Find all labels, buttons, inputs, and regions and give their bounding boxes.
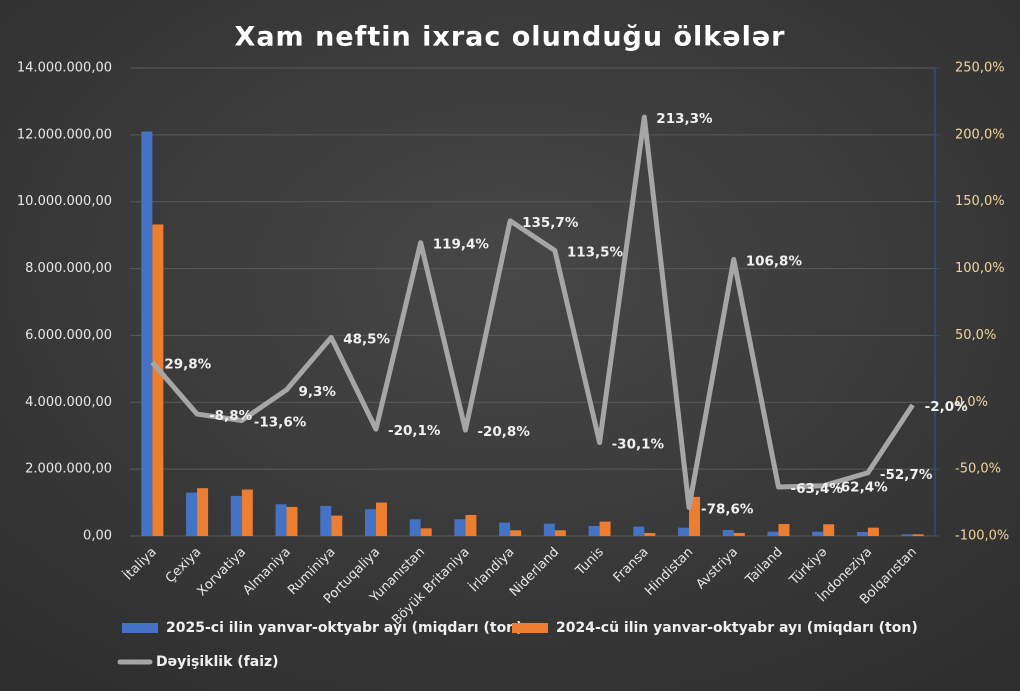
- bar: [186, 492, 198, 536]
- data-label: 113,5%: [567, 245, 624, 261]
- data-label: -20,8%: [477, 424, 530, 440]
- bar: [767, 531, 779, 536]
- bar: [733, 532, 745, 536]
- bar: [722, 529, 734, 536]
- data-label: 106,8%: [746, 253, 803, 269]
- y-tick-label: 14.000.000,00: [17, 61, 112, 76]
- bar: [420, 528, 432, 536]
- bar: [689, 496, 701, 536]
- legend-label: 2025-ci ilin yanvar-oktyabr ayı (miqdarı…: [166, 620, 523, 636]
- bar: [197, 488, 209, 536]
- y2-tick-label: 250,0%: [955, 61, 1005, 76]
- data-label: -2,0%: [925, 399, 969, 415]
- data-label: 213,3%: [656, 111, 713, 127]
- bar: [331, 515, 343, 536]
- bar: [152, 224, 164, 536]
- y2-tick-label: -50,0%: [955, 462, 1001, 477]
- chart-title: Xam neftin ixrac olunduğu ölkələr: [235, 22, 786, 53]
- y-tick-label: 4.000.000,00: [25, 395, 112, 410]
- bar: [275, 504, 287, 536]
- data-label: -20,1%: [388, 423, 441, 439]
- bar: [678, 527, 690, 536]
- bar: [510, 530, 522, 536]
- bar: [644, 532, 656, 536]
- bar: [454, 519, 466, 536]
- y2-tick-label: 0,0%: [955, 395, 988, 410]
- bar: [409, 519, 421, 536]
- data-label: -8,8%: [209, 408, 253, 424]
- y2-tick-label: 50,0%: [955, 328, 996, 343]
- y2-tick-label: 150,0%: [955, 194, 1005, 209]
- bar: [633, 526, 645, 536]
- bar: [465, 514, 477, 536]
- y-tick-label: 0,00: [83, 529, 112, 544]
- bar: [778, 523, 790, 536]
- data-label: -62,4%: [835, 480, 888, 496]
- bar: [823, 524, 835, 536]
- bar: [141, 131, 153, 536]
- data-label: 9,3%: [299, 384, 337, 400]
- y-tick-label: 12.000.000,00: [17, 127, 112, 142]
- bar: [241, 489, 253, 536]
- bar: [364, 509, 376, 536]
- bar: [375, 502, 387, 536]
- line: [150, 114, 915, 510]
- bar: [286, 506, 298, 536]
- legend-swatch: [122, 623, 158, 633]
- bar: [230, 495, 242, 536]
- y-tick-label: 6.000.000,00: [25, 328, 112, 343]
- bar: [912, 534, 924, 536]
- data-label: 135,7%: [522, 215, 579, 231]
- data-label: -13,6%: [254, 414, 307, 430]
- y-tick-label: 10.000.000,00: [17, 194, 112, 209]
- y2-tick-label: 100,0%: [955, 261, 1005, 276]
- data-label: 48,5%: [343, 331, 390, 347]
- bar: [588, 525, 600, 536]
- bar: [554, 530, 566, 536]
- y-tick-label: 2.000.000,00: [25, 462, 112, 477]
- y-tick-label: 8.000.000,00: [25, 261, 112, 276]
- bar: [599, 521, 611, 536]
- data-label: -78,6%: [701, 501, 754, 517]
- data-label: 119,4%: [433, 237, 490, 253]
- bar: [543, 523, 555, 536]
- bar: [901, 534, 913, 536]
- bar: [320, 505, 332, 536]
- legend-label: 2024-cü ilin yanvar-oktyabr ayı (miqdarı…: [556, 620, 918, 636]
- y2-tick-label: 200,0%: [955, 127, 1005, 142]
- bar: [499, 522, 511, 536]
- data-label: -30,1%: [612, 437, 665, 453]
- data-label: -52,7%: [880, 467, 933, 483]
- legend-swatch: [512, 623, 548, 633]
- bar: [812, 531, 824, 536]
- legend-label: Dəyişiklik (faiz): [156, 654, 279, 670]
- data-label: -63,4%: [790, 481, 843, 497]
- y2-tick-label: -100,0%: [955, 529, 1009, 544]
- data-label: 29,8%: [164, 356, 211, 372]
- bar: [856, 531, 868, 536]
- bar: [867, 527, 879, 536]
